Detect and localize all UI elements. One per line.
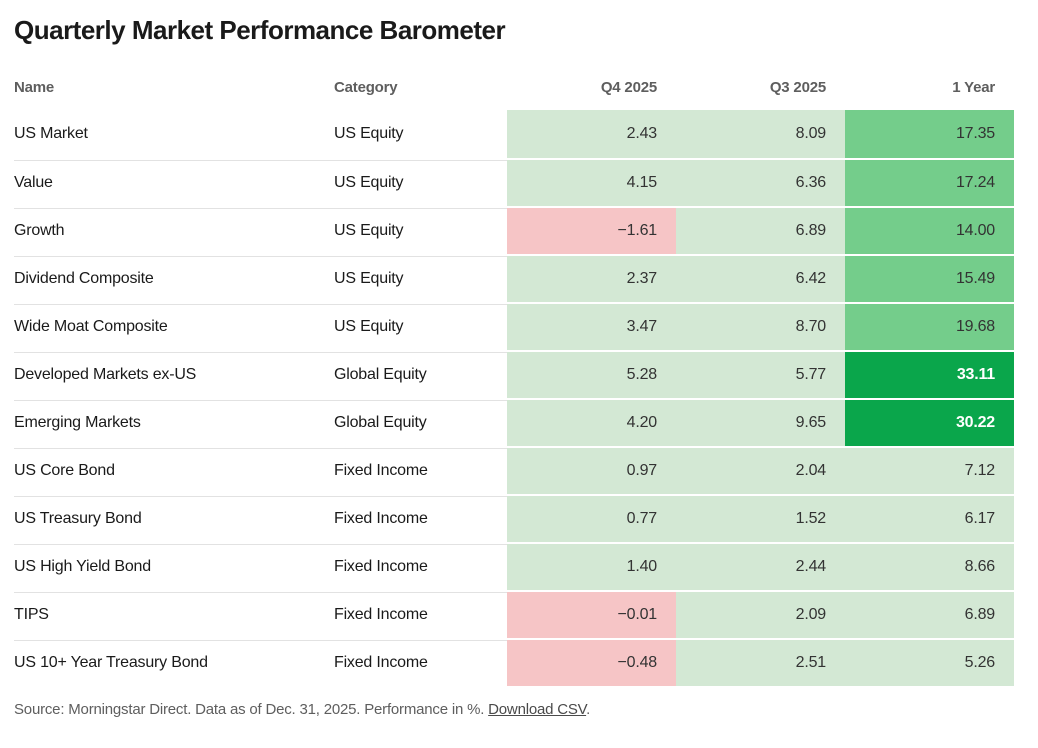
category-cell: US Equity: [334, 301, 507, 350]
name-cell: Growth: [14, 205, 334, 254]
value-cell-q3-2025: 9.65: [676, 397, 845, 446]
category-cell: Fixed Income: [334, 589, 507, 638]
page-title: Quarterly Market Performance Barometer: [14, 15, 506, 45]
table-body: US Market US Equity 2.43 8.09 17.35 Valu…: [14, 109, 1014, 686]
value-cell-q3-2025: 6.36: [676, 157, 845, 206]
value-cell-1-year: 8.66: [845, 541, 1014, 590]
table-row: US 10+ Year Treasury Bond Fixed Income −…: [14, 637, 1014, 686]
category-cell: US Equity: [334, 157, 507, 206]
name-cell: US Treasury Bond: [14, 493, 334, 542]
table-row: US High Yield Bond Fixed Income 1.40 2.4…: [14, 541, 1014, 590]
value-cell-q4-2025: −0.48: [507, 637, 676, 686]
column-header-name: Name: [14, 78, 55, 96]
category-cell: US Equity: [334, 109, 507, 158]
value-cell-1-year: 7.12: [845, 445, 1014, 494]
table-row: Growth US Equity −1.61 6.89 14.00: [14, 205, 1014, 254]
value-cell-q4-2025: 5.28: [507, 349, 676, 398]
value-cell-q4-2025: −0.01: [507, 589, 676, 638]
category-cell: Fixed Income: [334, 541, 507, 590]
category-cell: Fixed Income: [334, 493, 507, 542]
value-cell-1-year: 14.00: [845, 205, 1014, 254]
value-cell-q3-2025: 5.77: [676, 349, 845, 398]
name-cell: TIPS: [14, 589, 334, 638]
table-row: Wide Moat Composite US Equity 3.47 8.70 …: [14, 301, 1014, 350]
name-cell: US Core Bond: [14, 445, 334, 494]
value-cell-q3-2025: 6.89: [676, 205, 845, 254]
category-cell: US Equity: [334, 253, 507, 302]
value-cell-1-year: 6.89: [845, 589, 1014, 638]
column-header-q4-2025: Q4 2025: [600, 78, 657, 96]
value-cell-q4-2025: 4.15: [507, 157, 676, 206]
value-cell-q3-2025: 8.09: [676, 109, 845, 158]
header-row: Name Category Q4 2025 Q3 2025 1 Year: [14, 79, 1014, 110]
name-cell: Value: [14, 157, 334, 206]
column-header-1-year: 1 Year: [952, 78, 995, 96]
table-row: Developed Markets ex-US Global Equity 5.…: [14, 349, 1014, 398]
category-cell: Global Equity: [334, 349, 507, 398]
name-cell: Emerging Markets: [14, 397, 334, 446]
column-header-q3-2025: Q3 2025: [769, 78, 826, 96]
table-row: US Market US Equity 2.43 8.09 17.35: [14, 109, 1014, 158]
value-cell-q4-2025: 0.97: [507, 445, 676, 494]
value-cell-1-year: 17.24: [845, 157, 1014, 206]
name-cell: US 10+ Year Treasury Bond: [14, 637, 334, 686]
value-cell-q4-2025: −1.61: [507, 205, 676, 254]
table-row: Value US Equity 4.15 6.36 17.24: [14, 157, 1014, 206]
value-cell-1-year: 17.35: [845, 109, 1014, 158]
value-cell-1-year: 6.17: [845, 493, 1014, 542]
category-cell: Fixed Income: [334, 445, 507, 494]
table-row: US Core Bond Fixed Income 0.97 2.04 7.12: [14, 445, 1014, 494]
value-cell-q3-2025: 6.42: [676, 253, 845, 302]
name-cell: US Market: [14, 109, 334, 158]
page: Quarterly Market Performance Barometer N…: [14, 15, 1014, 718]
value-cell-q3-2025: 2.44: [676, 541, 845, 590]
table-row: Dividend Composite US Equity 2.37 6.42 1…: [14, 253, 1014, 302]
value-cell-q4-2025: 4.20: [507, 397, 676, 446]
table-row: Emerging Markets Global Equity 4.20 9.65…: [14, 397, 1014, 446]
value-cell-q3-2025: 2.04: [676, 445, 845, 494]
name-cell: Developed Markets ex-US: [14, 349, 334, 398]
value-cell-q4-2025: 2.43: [507, 109, 676, 158]
source-note: Source: Morningstar Direct. Data as of D…: [14, 701, 1014, 718]
name-cell: US High Yield Bond: [14, 541, 334, 590]
value-cell-q4-2025: 2.37: [507, 253, 676, 302]
value-cell-q3-2025: 2.09: [676, 589, 845, 638]
column-header-category: Category: [334, 78, 398, 96]
value-cell-q3-2025: 8.70: [676, 301, 845, 350]
value-cell-q4-2025: 1.40: [507, 541, 676, 590]
download-csv-link[interactable]: Download CSV: [488, 700, 587, 718]
performance-table: Name Category Q4 2025 Q3 2025 1 Year US …: [14, 79, 1014, 686]
table-row: US Treasury Bond Fixed Income 0.77 1.52 …: [14, 493, 1014, 542]
value-cell-q4-2025: 0.77: [507, 493, 676, 542]
name-cell: Dividend Composite: [14, 253, 334, 302]
table-row: TIPS Fixed Income −0.01 2.09 6.89: [14, 589, 1014, 638]
category-cell: Fixed Income: [334, 637, 507, 686]
value-cell-1-year: 33.11: [845, 349, 1014, 398]
category-cell: Global Equity: [334, 397, 507, 446]
category-cell: US Equity: [334, 205, 507, 254]
value-cell-q4-2025: 3.47: [507, 301, 676, 350]
source-suffix: .: [586, 700, 591, 718]
value-cell-1-year: 30.22: [845, 397, 1014, 446]
value-cell-1-year: 15.49: [845, 253, 1014, 302]
value-cell-q3-2025: 2.51: [676, 637, 845, 686]
value-cell-1-year: 19.68: [845, 301, 1014, 350]
value-cell-1-year: 5.26: [845, 637, 1014, 686]
name-cell: Wide Moat Composite: [14, 301, 334, 350]
value-cell-q3-2025: 1.52: [676, 493, 845, 542]
source-text: Source: Morningstar Direct. Data as of D…: [14, 700, 489, 718]
